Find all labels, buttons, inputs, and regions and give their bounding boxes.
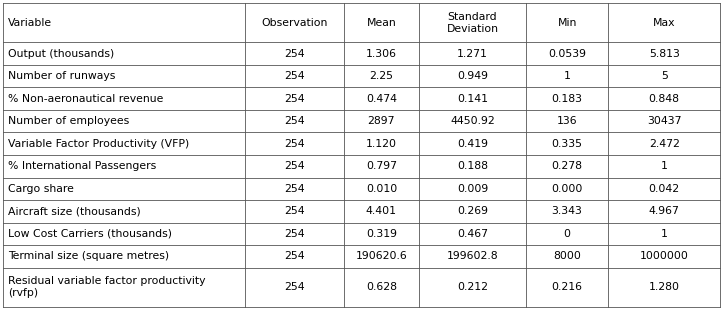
Text: 1.280: 1.280 xyxy=(649,282,680,292)
Text: Max: Max xyxy=(653,18,675,28)
Text: 1.120: 1.120 xyxy=(366,139,397,149)
Text: 8000: 8000 xyxy=(553,251,581,261)
Text: 0: 0 xyxy=(564,229,570,239)
Text: 0.000: 0.000 xyxy=(552,184,583,194)
Text: 2.472: 2.472 xyxy=(649,139,680,149)
Text: 254: 254 xyxy=(284,71,304,81)
Text: 199602.8: 199602.8 xyxy=(447,251,498,261)
Text: 0.212: 0.212 xyxy=(457,282,488,292)
Text: 0.216: 0.216 xyxy=(552,282,583,292)
Text: 0.797: 0.797 xyxy=(366,161,397,171)
Text: 0.183: 0.183 xyxy=(552,94,583,104)
Text: 254: 254 xyxy=(284,94,304,104)
Text: 0.042: 0.042 xyxy=(649,184,680,194)
Text: 5.813: 5.813 xyxy=(649,49,680,59)
Text: 254: 254 xyxy=(284,282,304,292)
Text: 0.269: 0.269 xyxy=(457,206,488,216)
Text: 254: 254 xyxy=(284,206,304,216)
Text: 30437: 30437 xyxy=(647,116,682,126)
Text: 1: 1 xyxy=(661,229,667,239)
Text: 0.848: 0.848 xyxy=(649,94,680,104)
Text: 254: 254 xyxy=(284,116,304,126)
Text: 254: 254 xyxy=(284,229,304,239)
Text: Low Cost Carriers (thousands): Low Cost Carriers (thousands) xyxy=(8,229,172,239)
Text: 0.474: 0.474 xyxy=(366,94,397,104)
Text: 0.009: 0.009 xyxy=(457,184,488,194)
Text: % International Passengers: % International Passengers xyxy=(8,161,156,171)
Text: 0.319: 0.319 xyxy=(366,229,397,239)
Text: Terminal size (square metres): Terminal size (square metres) xyxy=(8,251,169,261)
Text: 5: 5 xyxy=(661,71,667,81)
Text: Cargo share: Cargo share xyxy=(8,184,74,194)
Text: Min: Min xyxy=(557,18,577,28)
Text: Mean: Mean xyxy=(367,18,396,28)
Text: 0.0539: 0.0539 xyxy=(548,49,586,59)
Text: 254: 254 xyxy=(284,161,304,171)
Text: 1000000: 1000000 xyxy=(640,251,689,261)
Text: 0.188: 0.188 xyxy=(457,161,488,171)
Text: 254: 254 xyxy=(284,184,304,194)
Text: 4.967: 4.967 xyxy=(649,206,680,216)
Text: 1.306: 1.306 xyxy=(366,49,397,59)
Text: Variable Factor Productivity (VFP): Variable Factor Productivity (VFP) xyxy=(8,139,189,149)
Text: 1: 1 xyxy=(661,161,667,171)
Text: Aircraft size (thousands): Aircraft size (thousands) xyxy=(8,206,141,216)
Text: % Non-aeronautical revenue: % Non-aeronautical revenue xyxy=(8,94,163,104)
Text: 4450.92: 4450.92 xyxy=(450,116,495,126)
Text: 254: 254 xyxy=(284,139,304,149)
Text: 0.010: 0.010 xyxy=(366,184,397,194)
Text: 190620.6: 190620.6 xyxy=(356,251,407,261)
Text: 136: 136 xyxy=(557,116,578,126)
Text: 254: 254 xyxy=(284,49,304,59)
Text: 0.141: 0.141 xyxy=(457,94,488,104)
Text: 2.25: 2.25 xyxy=(369,71,393,81)
Text: 0.278: 0.278 xyxy=(552,161,583,171)
Text: 1: 1 xyxy=(564,71,570,81)
Text: Number of runways: Number of runways xyxy=(8,71,116,81)
Text: 4.401: 4.401 xyxy=(366,206,397,216)
Text: 0.419: 0.419 xyxy=(457,139,488,149)
Text: 0.335: 0.335 xyxy=(552,139,583,149)
Text: Observation: Observation xyxy=(261,18,328,28)
Text: 0.949: 0.949 xyxy=(457,71,488,81)
Text: Standard
Deviation: Standard Deviation xyxy=(447,11,499,34)
Text: 3.343: 3.343 xyxy=(552,206,583,216)
Text: 2897: 2897 xyxy=(368,116,395,126)
Text: 0.467: 0.467 xyxy=(457,229,488,239)
Text: Variable: Variable xyxy=(8,18,52,28)
Text: 0.628: 0.628 xyxy=(366,282,397,292)
Text: Number of employees: Number of employees xyxy=(8,116,129,126)
Text: 1.271: 1.271 xyxy=(457,49,488,59)
Text: 254: 254 xyxy=(284,251,304,261)
Text: Output (thousands): Output (thousands) xyxy=(8,49,114,59)
Text: Residual variable factor productivity
(rvfp): Residual variable factor productivity (r… xyxy=(8,276,205,299)
